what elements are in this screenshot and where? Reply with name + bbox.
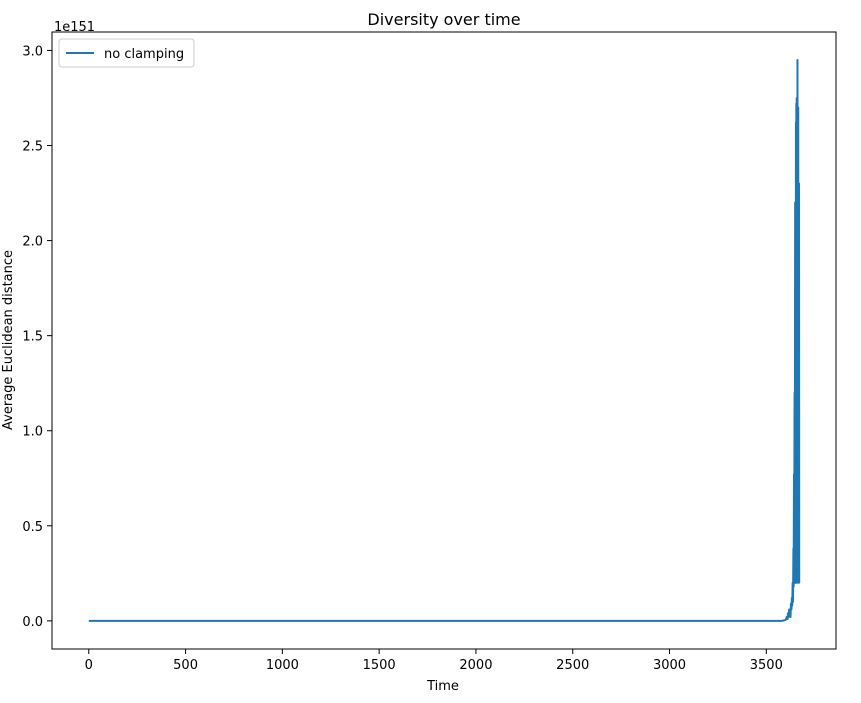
x-tick-label: 2500 <box>556 658 589 673</box>
x-tick-label: 3000 <box>653 658 686 673</box>
legend-box <box>58 38 195 68</box>
plot-frame <box>51 31 837 650</box>
y-offset-label: 1e151 <box>54 20 95 35</box>
legend-label: no clamping <box>104 47 184 62</box>
x-tick-label: 1000 <box>266 658 299 673</box>
series-line-0 <box>88 58 801 622</box>
x-tick-label: 1500 <box>363 658 396 673</box>
y-tick-label: 1.5 <box>22 330 43 345</box>
chart-title: Diversity over time <box>367 10 520 29</box>
y-tick-label: 3.0 <box>22 44 43 59</box>
x-tick-label: 500 <box>173 658 198 673</box>
x-axis-title: Time <box>426 679 459 694</box>
x-tick-label: 2000 <box>459 658 492 673</box>
x-tick-label: 3500 <box>750 658 783 673</box>
y-axis-title: Average Euclidean distance <box>1 250 16 430</box>
y-tick-label: 2.5 <box>22 140 43 155</box>
y-tick-label: 0.0 <box>22 615 43 630</box>
plot-area: 0 500 1000 1500 2000 2500 3000 3500 0.0 0.5 1.0 1.5… <box>22 31 837 673</box>
y-tick-label: 1.0 <box>22 425 43 440</box>
x-tick-label: 0 <box>85 658 93 673</box>
y-tick-label: 2.0 <box>22 235 43 250</box>
y-tick-label: 0.5 <box>22 520 43 535</box>
